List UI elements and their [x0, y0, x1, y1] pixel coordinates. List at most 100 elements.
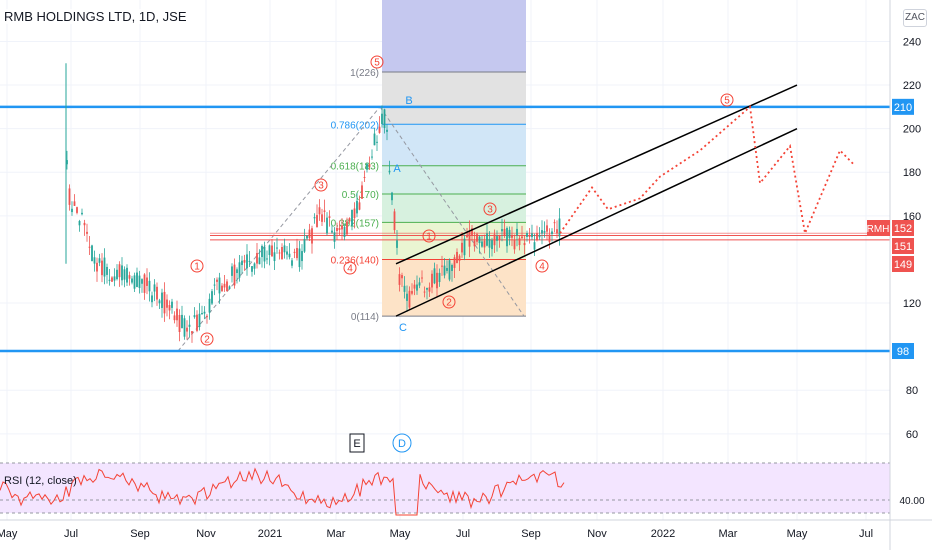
rsi-pane[interactable]: RSI (12, close) 40.00	[0, 462, 932, 521]
fib-level-label: 0.618(183)	[331, 162, 379, 173]
candle-body	[128, 275, 131, 279]
candle-body	[428, 287, 431, 292]
candle-body	[391, 192, 393, 201]
wave-letter-b: B	[405, 95, 412, 107]
candle-body	[151, 295, 153, 303]
candle-body	[98, 258, 101, 263]
candle-body	[303, 238, 306, 252]
candle-body	[198, 313, 201, 327]
y-tick-label: 120	[903, 298, 921, 310]
channel-upper-line	[395, 84, 798, 265]
candle-body	[548, 234, 551, 243]
rsi-band	[0, 463, 890, 513]
candle-body	[278, 252, 281, 254]
y-tick-label: 200	[903, 124, 921, 136]
candle-body	[363, 176, 366, 178]
x-tick-label: May	[390, 528, 411, 540]
wave-letter-c: C	[399, 322, 407, 334]
candle-body	[431, 273, 433, 288]
candle-body	[81, 212, 83, 215]
candle-body	[83, 222, 86, 226]
fib-trend-dash	[177, 106, 381, 352]
wave-number: 3	[487, 205, 493, 216]
candle-body	[556, 229, 558, 234]
candle-body	[438, 272, 441, 283]
x-tick-label: 2021	[258, 528, 282, 540]
price-badge	[892, 220, 914, 236]
candle-body	[406, 293, 408, 301]
wave-circle-d	[392, 433, 412, 453]
candle-body	[156, 286, 158, 300]
candle-body	[528, 235, 531, 237]
currency-badge: ZAC	[903, 9, 927, 27]
candle-body	[176, 308, 178, 321]
candle-body	[148, 280, 151, 292]
candle-body	[423, 291, 426, 293]
price-badge	[892, 238, 914, 254]
candle-body	[378, 126, 381, 133]
y-tick-label: 220	[903, 80, 921, 92]
candle-body	[541, 230, 543, 234]
wave-box-e	[349, 433, 365, 453]
candle-body	[403, 285, 406, 292]
wave-circle	[442, 295, 456, 309]
fib-level-label: 0(114)	[351, 312, 379, 323]
candle-body	[163, 291, 166, 314]
candle-body	[103, 257, 106, 277]
candle-body	[108, 279, 111, 281]
candle-body	[461, 242, 463, 253]
ticker-badge-label: RMH	[867, 224, 890, 235]
x-tick-label: May	[0, 528, 18, 540]
candle-body	[533, 242, 536, 250]
candle-body	[218, 277, 221, 294]
candle-body	[346, 221, 348, 235]
candle-body	[146, 277, 148, 286]
candle-body	[516, 228, 518, 236]
candle-body	[433, 268, 436, 284]
candle-body	[518, 238, 521, 246]
candle-body	[191, 331, 193, 334]
candle-body	[143, 274, 146, 293]
candle-body	[138, 275, 141, 288]
symbol-title[interactable]: RMB HOLDINGS LTD, 1D, JSE	[4, 9, 187, 24]
candle-body	[436, 272, 438, 289]
candle-body	[233, 264, 236, 286]
candle-body	[451, 265, 453, 271]
wave-box-e-label: E	[353, 438, 360, 450]
candle-body	[453, 257, 456, 268]
wave-circle	[422, 229, 436, 243]
horizontal-levels[interactable]	[0, 105, 890, 353]
y-tick-label: 240	[903, 36, 921, 48]
candle-body	[511, 234, 513, 238]
candle-body	[66, 160, 68, 165]
x-tick-label: May	[787, 528, 808, 540]
wave-circle	[483, 202, 497, 216]
candle-body	[91, 245, 93, 262]
candle-body	[251, 266, 253, 272]
candle-body	[93, 257, 96, 264]
candle-body	[486, 233, 488, 246]
candle-body	[171, 301, 173, 308]
candle-body	[201, 313, 203, 315]
annotations: 1 2 3 4 5 1 2 3 4 5 A B C E D	[190, 55, 734, 453]
candle-body	[401, 275, 403, 279]
candle-body	[466, 235, 468, 238]
candle-body	[306, 235, 308, 239]
candle-body	[256, 252, 258, 264]
candle-body	[413, 284, 416, 289]
y-tick-label: 60	[906, 429, 918, 441]
candle-body	[106, 266, 108, 275]
candle-body	[341, 225, 343, 230]
candle-body	[118, 264, 121, 278]
fibonacci-retracement[interactable]: 1(226)0.786(202)0.618(183)0.5(170)0.382(…	[177, 0, 526, 352]
wave-number: 4	[347, 264, 353, 275]
candle-body	[458, 255, 461, 261]
elliott-drawings[interactable]	[395, 84, 856, 317]
candle-body	[213, 284, 216, 286]
candle-body	[178, 315, 181, 332]
candle-body	[241, 260, 243, 266]
rsi-level-label: 40.00	[899, 496, 924, 507]
candle-body	[356, 200, 358, 214]
